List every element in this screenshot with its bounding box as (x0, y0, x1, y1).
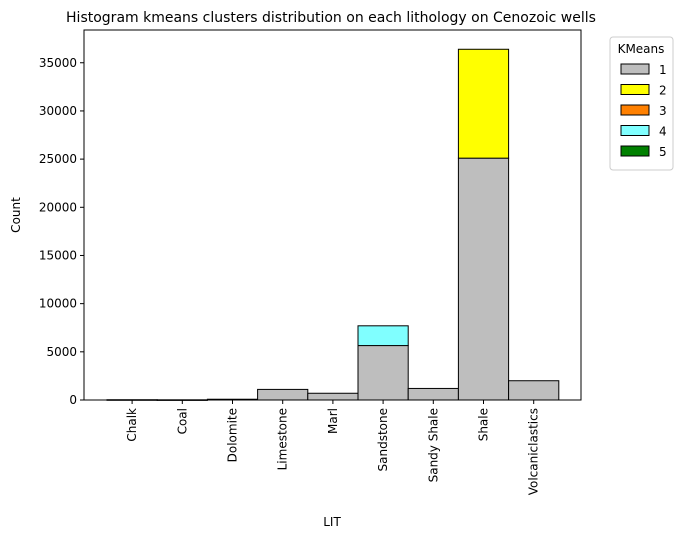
x-tick-label: Shale (477, 408, 491, 441)
legend-items: 1 2 3 4 5 (620, 63, 667, 159)
y-tick-label: 20000 (39, 200, 77, 214)
x-tick-label: Marl (326, 408, 340, 434)
y-tick-label: 10000 (39, 297, 77, 311)
x-tick-label: Dolomite (226, 408, 240, 462)
bar-volcaniclastics-cluster-1 (508, 380, 560, 401)
bar-sandstone-cluster-1 (357, 345, 409, 401)
x-tick-label: Coal (175, 408, 189, 434)
bar-sandstone-cluster-4 (357, 325, 409, 347)
bar-limestone-cluster-1 (257, 388, 309, 401)
y-axis: 0 5000 10000 15000 20000 25000 30000 35000 (39, 56, 84, 407)
legend-swatch-cluster-1 (620, 63, 650, 75)
chart-title: Histogram kmeans clusters distribution o… (66, 10, 596, 26)
x-axis: Chalk Coal Dolomite Limestone Marl Sandstone S… (125, 400, 541, 495)
legend: KMeans 1 2 3 4 5 (609, 36, 674, 171)
legend-swatch-cluster-5 (620, 145, 650, 157)
y-axis-label: Count (9, 197, 23, 233)
legend-label-cluster-5: 5 (659, 145, 667, 159)
legend-label-cluster-2: 2 (659, 84, 667, 98)
bar-sandy-shale-cluster-1 (407, 387, 459, 401)
x-tick-label: Volcaniclastics (527, 408, 541, 495)
bar-shale-cluster-2 (457, 48, 510, 159)
legend-label-cluster-4: 4 (659, 125, 667, 139)
x-tick-label: Sandstone (376, 408, 390, 471)
x-tick-label: Limestone (276, 408, 290, 470)
legend-title: KMeans (618, 42, 665, 56)
plot-area (83, 29, 582, 401)
legend-label-cluster-3: 3 (659, 104, 667, 118)
x-tick-label: Chalk (125, 408, 139, 442)
y-tick-label: 35000 (39, 56, 77, 70)
legend-swatch-cluster-3 (620, 104, 650, 116)
x-axis-label: LIT (323, 515, 341, 529)
y-tick-label: 0 (69, 393, 77, 407)
legend-label-cluster-1: 1 (659, 63, 667, 77)
y-tick-label: 25000 (39, 152, 77, 166)
legend-swatch-cluster-4 (620, 125, 650, 136)
y-tick-label: 15000 (39, 248, 77, 262)
y-tick-label: 30000 (39, 104, 77, 118)
x-tick-label: Sandy Shale (426, 408, 440, 482)
bar-marl-cluster-1 (307, 392, 359, 401)
bar-shale-cluster-1 (457, 157, 510, 401)
legend-swatch-cluster-2 (620, 84, 650, 95)
y-tick-label: 5000 (46, 345, 77, 359)
